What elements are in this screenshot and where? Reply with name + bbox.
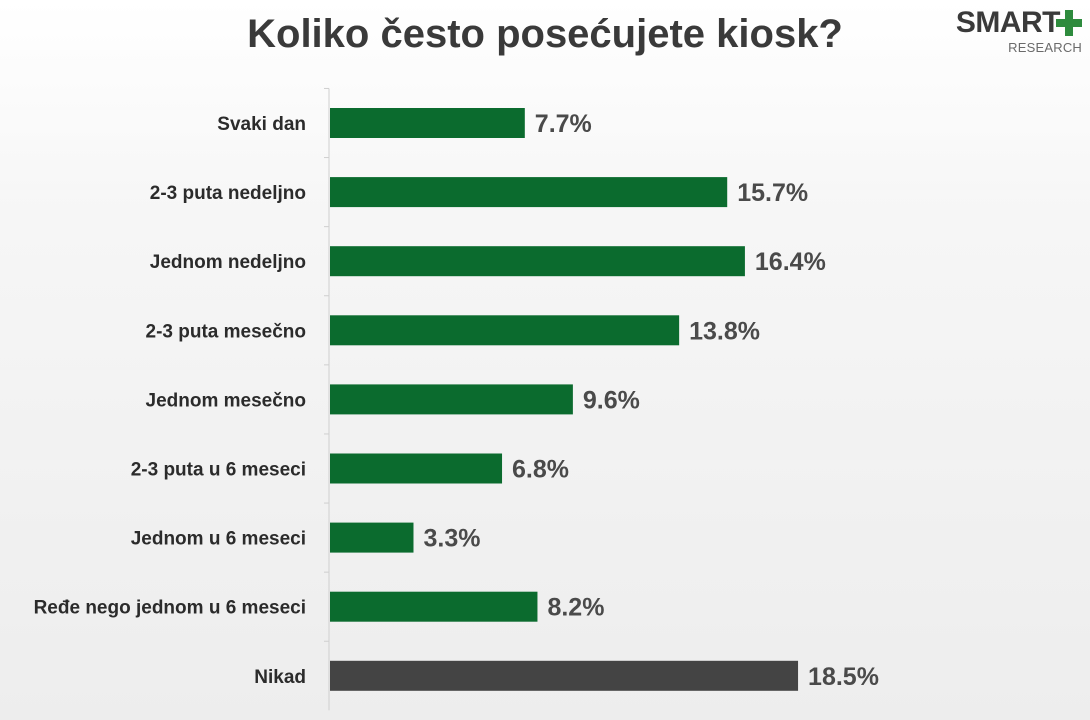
bar [330, 315, 680, 346]
data-label: 7.7% [535, 110, 592, 138]
logo-wordmark: SMART [955, 6, 1061, 39]
data-label: 8.2% [547, 594, 604, 622]
bar [330, 522, 414, 553]
bar [330, 453, 503, 484]
category-label: Jednom u 6 meseci [131, 529, 306, 550]
category-label: Nikad [254, 667, 306, 688]
data-label: 15.7% [737, 179, 808, 207]
category-label: Jednom mesečno [146, 390, 307, 411]
bar [330, 108, 525, 138]
category-label: Ređe nego jednom u 6 meseci [34, 598, 306, 619]
bar [330, 246, 745, 277]
category-label: 2-3 puta u 6 meseci [131, 460, 306, 481]
plus-icon [1056, 10, 1082, 36]
data-label: 18.5% [808, 663, 879, 691]
bar [330, 660, 799, 691]
smart-research-logo: SMART RESEARCH [922, 6, 1082, 60]
data-label: 16.4% [755, 248, 826, 276]
bar [330, 177, 728, 208]
bar [330, 384, 573, 415]
chart-title: Koliko često posećujete kiosk? [247, 12, 843, 56]
data-label: 13.8% [689, 317, 760, 345]
logo-subtitle: RESEARCH [1008, 40, 1082, 55]
category-label: 2-3 puta nedeljno [150, 183, 306, 204]
data-label: 3.3% [423, 525, 480, 553]
category-label: 2-3 puta mesečno [146, 321, 307, 342]
data-label: 9.6% [583, 386, 640, 414]
category-label: Svaki dan [217, 114, 306, 135]
category-label: Jednom nedeljno [150, 252, 306, 273]
bar [330, 591, 538, 622]
data-label: 6.8% [512, 456, 569, 484]
